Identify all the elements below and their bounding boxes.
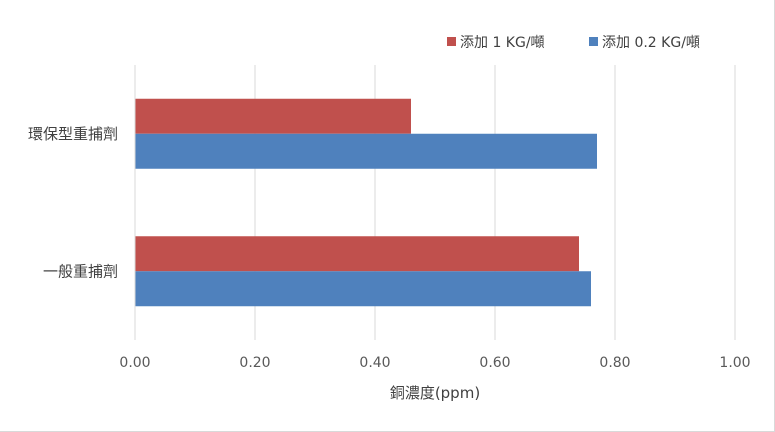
bar <box>135 98 411 134</box>
x-tick-labels: 0.00 0.20 0.40 0.60 0.80 1.00 <box>119 355 750 371</box>
x-tick-label: 0.40 <box>359 355 390 371</box>
x-tick-label: 0.80 <box>599 355 630 371</box>
bar <box>135 236 579 272</box>
x-axis-title: 銅濃度(ppm) <box>390 384 480 402</box>
bar <box>135 133 597 169</box>
legend-label: 添加 0.2 KG/噸 <box>602 35 700 51</box>
legend-swatch <box>447 37 456 46</box>
bars <box>135 98 597 307</box>
bar <box>135 271 591 307</box>
x-tick-label: 0.60 <box>479 355 510 371</box>
legend: 添加 1 KG/噸 添加 0.2 KG/噸 <box>447 35 700 51</box>
legend-swatch <box>589 37 598 46</box>
x-tick-label: 0.20 <box>239 355 270 371</box>
x-tick-label: 1.00 <box>719 355 750 371</box>
category-label: 環保型重捕劑 <box>28 125 118 143</box>
legend-label: 添加 1 KG/噸 <box>460 35 545 51</box>
x-tick-label: 0.00 <box>119 355 150 371</box>
category-label: 一般重捕劑 <box>43 262 118 280</box>
